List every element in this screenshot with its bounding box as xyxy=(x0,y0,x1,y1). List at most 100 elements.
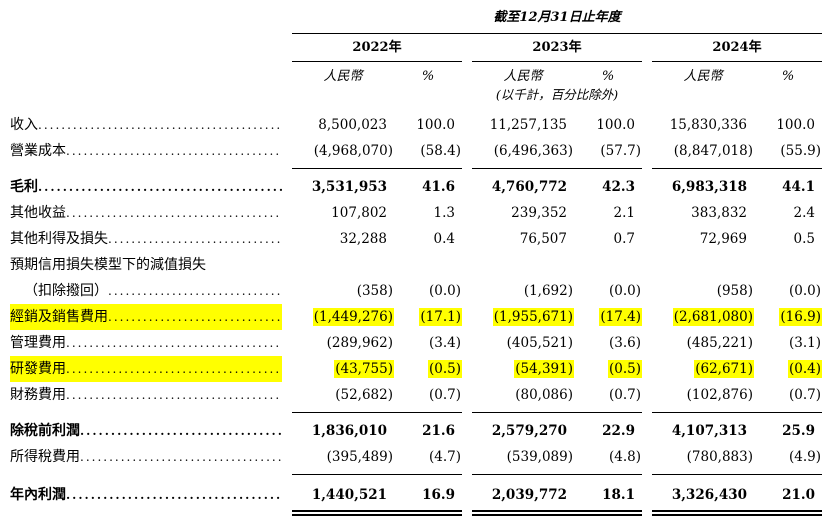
value-text: 1,836,010 xyxy=(311,423,387,439)
value-text: 107,802 xyxy=(331,205,387,221)
year-group-2022年: 107,802 1.3 xyxy=(292,200,462,226)
section-rule-row xyxy=(10,470,832,482)
value-text: (1,449,276) xyxy=(312,308,394,326)
year-group-2023年: (6,496,363) (57.7) xyxy=(472,138,642,164)
row-label-cell: 預期信用損失模型下的減值損失 xyxy=(10,252,282,278)
value-text: (395,489) xyxy=(326,449,393,465)
percent-text: (0.7) xyxy=(608,387,641,403)
row-label-cell: 年內利潤 xyxy=(10,482,282,508)
value-cell: (1,692) xyxy=(472,278,574,304)
year-group-2022年: (358) (0.0) xyxy=(292,278,462,304)
table-row: 預期信用損失模型下的減值損失 xyxy=(10,252,832,278)
year-group-2023年: (539,089) (4.8) xyxy=(472,444,642,470)
table-row: 營業成本 (4,968,070) (58.4) (6,496,363) (57.7) (8… xyxy=(10,138,832,164)
percent-cell: (0.5) xyxy=(394,356,462,382)
value-text: (358) xyxy=(356,283,393,299)
rule-line xyxy=(652,474,822,475)
percent-text: (4.7) xyxy=(428,449,461,465)
value-cell: (2,681,080) xyxy=(652,304,754,330)
year-group-2024年: (485,221) (3.1) xyxy=(652,330,822,356)
rule-line xyxy=(472,168,642,169)
dot-leader xyxy=(66,330,282,356)
value-text: (4,968,070) xyxy=(313,143,393,159)
year-header-row: 2022年 2023年 2024年 xyxy=(10,39,832,62)
rule-spacer xyxy=(10,408,282,418)
percent-cell: (0.0) xyxy=(754,278,822,304)
year-header-2023: 2023年 xyxy=(472,39,642,62)
value-cell: 2,579,270 xyxy=(472,418,574,444)
label-column-spacer xyxy=(10,8,282,34)
table-row: 所得稅費用 (395,489) (4.7) (539,089) (4.8) (780,88… xyxy=(10,444,832,470)
dot-leader xyxy=(108,278,282,304)
rule-line xyxy=(292,510,462,516)
label-column-spacer xyxy=(10,39,282,62)
row-label-text: 預期信用損失模型下的減值損失 xyxy=(10,257,206,273)
table-body: 收入8,500,023100.011,257,135100.015,830,33… xyxy=(10,112,832,519)
percent-text: (0.5) xyxy=(607,360,642,378)
percent-cell: (3.1) xyxy=(754,330,822,356)
value-text: (6,496,363) xyxy=(493,143,573,159)
year-group-2024年: (102,876) (0.7) xyxy=(652,382,822,408)
table-row: 其他收益 107,802 1.3 239,352 2.1 383,832 2.4 xyxy=(10,200,832,226)
percent-cell: 44.1 xyxy=(754,174,822,200)
column-headers-2024: 人民幣 % xyxy=(652,68,822,86)
percent-cell: 0.7 xyxy=(574,226,642,252)
year-group-2023年: 2,579,270 22.9 xyxy=(472,418,642,444)
value-cell: (780,883) xyxy=(652,444,754,470)
value-text: (2,681,080) xyxy=(672,308,754,326)
value-cell: (358) xyxy=(292,278,394,304)
percent-text: 21.6 xyxy=(422,423,455,439)
row-label-text: 收入 xyxy=(10,117,38,133)
percent-cell: (0.7) xyxy=(394,382,462,408)
percent-text: (17.1) xyxy=(419,308,462,326)
year-group-2023年: (405,521) (3.6) xyxy=(472,330,642,356)
row-label-text: 營業成本 xyxy=(10,143,66,159)
value-text: (8,847,018) xyxy=(673,143,753,159)
currency-header: 人民幣 xyxy=(683,69,723,84)
row-label-text: 年內利潤 xyxy=(10,487,66,503)
label-column-spacer xyxy=(10,87,282,103)
value-cell: 8,500,023 xyxy=(292,112,394,138)
year-group-2022年: 1,836,010 21.6 xyxy=(292,418,462,444)
dot-leader xyxy=(80,418,282,444)
period-header: 截至12月31日止年度 xyxy=(292,8,822,34)
value-cell: (395,489) xyxy=(292,444,394,470)
value-cell: 6,983,318 xyxy=(652,174,754,200)
row-label-text: 管理費用 xyxy=(10,335,66,351)
percent-cell: (0.0) xyxy=(574,278,642,304)
percent-text: (0.5) xyxy=(427,360,462,378)
percent-text: (3.1) xyxy=(788,335,821,351)
percent-header: % xyxy=(421,69,435,84)
row-label-cell: 研發費用 xyxy=(10,356,282,382)
year-group-2023年: (1,955,671) (17.4) xyxy=(472,304,642,330)
year-group-2023年: 2,039,772 18.1 xyxy=(472,482,642,508)
percent-cell: 2.1 xyxy=(574,200,642,226)
value-text: 4,107,313 xyxy=(671,423,747,439)
percent-cell: 22.9 xyxy=(574,418,642,444)
percent-cell: 25.9 xyxy=(754,418,822,444)
column-headers-2022: 人民幣 % xyxy=(292,68,462,86)
row-label-cell: 所得稅費用 xyxy=(10,444,282,470)
dot-leader xyxy=(38,112,282,138)
percent-text: (0.0) xyxy=(428,283,461,299)
percent-header: % xyxy=(601,69,615,84)
value-text: 76,507 xyxy=(519,231,567,247)
value-cell: (485,221) xyxy=(652,330,754,356)
percent-text: 2.4 xyxy=(793,205,815,221)
percent-text: 2.1 xyxy=(613,205,635,221)
percent-cell: 0.5 xyxy=(754,226,822,252)
year-group-2024年: (2,681,080) (16.9) xyxy=(652,304,822,330)
row-label-cell: 經銷及銷售費用 xyxy=(10,304,282,330)
column-header-row: 人民幣 % 人民幣 % 人民幣 % xyxy=(10,68,832,86)
value-text: 1,440,521 xyxy=(311,487,387,503)
value-cell: 72,969 xyxy=(652,226,754,252)
dot-leader xyxy=(108,304,282,330)
value-text: 3,326,430 xyxy=(671,487,747,503)
value-text: (62,671) xyxy=(694,360,754,378)
year-group-2024年: 15,830,336 100.0 xyxy=(652,112,822,138)
table-row: 管理費用 (289,962) (3.4) (405,521) (3.6) (485,221… xyxy=(10,330,832,356)
percent-cell: (58.4) xyxy=(394,138,462,164)
percent-text: (3.4) xyxy=(428,335,461,351)
value-cell: 383,832 xyxy=(652,200,754,226)
